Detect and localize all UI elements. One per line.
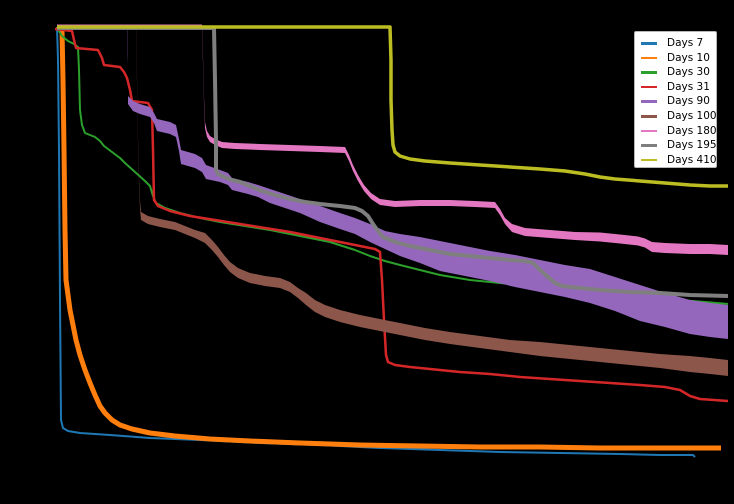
legend-item-label: Days 31 — [667, 80, 710, 93]
series-days-410 — [57, 25, 728, 188]
legend-item: Days 30 — [641, 65, 716, 80]
legend-line-swatch-icon — [641, 85, 657, 89]
legend-item-label: Days 100 — [667, 110, 717, 123]
legend-line-swatch-icon — [641, 158, 657, 162]
series-days-10 — [55, 24, 721, 451]
legend-item-label: Days 180 — [667, 124, 717, 137]
legend-line-swatch-icon — [641, 144, 657, 147]
legend-box: Days 7 Days 10 Days 30 Days 31 Days 90 D… — [634, 31, 717, 168]
legend-item: Days 90 — [641, 94, 716, 109]
series-days-195 — [57, 26, 729, 298]
legend-item-label: Days 30 — [667, 66, 710, 79]
legend-line-swatch-icon — [641, 42, 657, 45]
legend-item: Days 180 — [641, 124, 717, 139]
legend-line-swatch-icon — [641, 114, 657, 118]
legend-item: Days 7 — [641, 36, 716, 51]
legend-item-label: Days 410 — [667, 153, 717, 166]
legend-item-label: Days 10 — [667, 51, 710, 64]
legend-item-label: Days 195 — [667, 139, 717, 152]
legend-item: Days 100 — [641, 109, 717, 124]
series-days-31 — [54, 27, 729, 403]
legend-item-label: Days 7 — [667, 37, 704, 50]
series-days-100 — [136, 24, 728, 376]
legend-item: Days 31 — [641, 80, 716, 95]
legend-line-swatch-icon — [641, 100, 657, 103]
legend-item: Days 410 — [641, 153, 717, 168]
legend-item: Days 195 — [641, 138, 717, 153]
legend-line-swatch-icon — [641, 71, 657, 74]
legend-item: Days 10 — [641, 51, 716, 66]
series-days-90 — [127, 23, 728, 339]
legend-line-swatch-icon — [641, 56, 657, 60]
legend-line-swatch-icon — [641, 129, 657, 133]
legend-item-label: Days 90 — [667, 95, 710, 108]
